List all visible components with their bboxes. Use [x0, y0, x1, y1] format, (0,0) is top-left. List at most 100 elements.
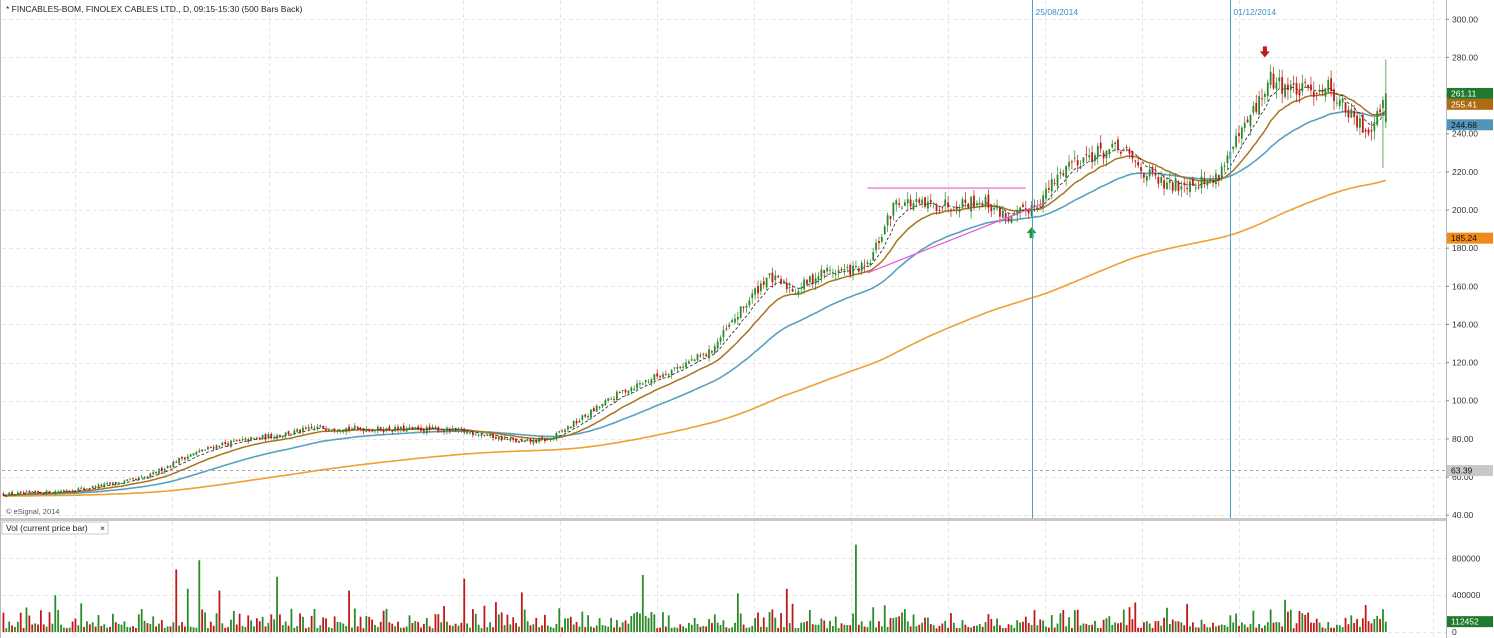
volume-bar — [336, 621, 339, 632]
volume-bar — [1284, 599, 1286, 632]
volume-bar — [1338, 625, 1341, 632]
volume-bar — [1039, 619, 1042, 632]
candle-body — [768, 273, 771, 276]
candle-body — [1140, 166, 1142, 172]
candle-body — [333, 429, 336, 431]
candle-body — [754, 288, 757, 295]
candle-body — [687, 361, 690, 364]
volume-bar — [333, 616, 336, 632]
candle-body — [359, 427, 362, 430]
volume-bar — [662, 612, 664, 632]
candle-body — [561, 430, 564, 432]
candle-body — [584, 414, 587, 417]
candle-body — [1384, 93, 1387, 123]
volume-bar — [1102, 619, 1105, 632]
volume-bar — [938, 625, 941, 632]
candle-body — [1212, 180, 1214, 183]
volume-bar — [1033, 610, 1036, 632]
candle-body — [198, 450, 201, 452]
volume-bar — [22, 628, 25, 632]
candle-body — [1174, 178, 1177, 191]
volume-bars — [2, 544, 1387, 632]
volume-bar — [952, 622, 955, 632]
volume-bar — [469, 627, 471, 632]
candle-body — [1287, 84, 1289, 90]
volume-bar — [1094, 620, 1096, 632]
volume-bar — [276, 576, 278, 632]
volume-bar — [1324, 628, 1327, 632]
candle-body — [952, 209, 955, 211]
volume-bar — [299, 613, 301, 632]
volume-bar — [886, 627, 889, 632]
price-axis-label: 160.00 — [1452, 281, 1478, 291]
volume-bar — [705, 626, 708, 632]
volume-bar — [212, 625, 215, 632]
volume-bar — [489, 622, 492, 632]
candle-body — [1341, 98, 1344, 103]
candle-body — [313, 428, 316, 430]
candle-body — [5, 495, 8, 497]
candle-body — [676, 366, 679, 369]
candle-body — [1272, 73, 1275, 89]
candle-body — [592, 408, 595, 412]
volume-bar — [927, 617, 929, 632]
volume-bar — [195, 627, 198, 632]
volume-bar — [224, 627, 227, 632]
candle-body — [731, 320, 733, 323]
volume-bar — [656, 628, 659, 632]
volume-axis[interactable]: 800000 400000 0 — [1452, 553, 1481, 637]
volume-pane-close-icon[interactable]: × — [100, 523, 105, 533]
candle-body — [394, 426, 397, 432]
volume-title-box — [1, 521, 109, 535]
candle-body — [1347, 109, 1350, 118]
candle-body — [797, 290, 800, 295]
candle-body — [241, 439, 244, 441]
candle-body — [1134, 160, 1137, 162]
candle-body — [57, 491, 60, 493]
volume-bar — [990, 618, 993, 632]
volume-bar — [451, 625, 454, 632]
volume-bar — [794, 628, 797, 632]
volume-bar — [342, 623, 345, 632]
volume-bar — [307, 627, 310, 632]
volume-bar — [762, 617, 765, 632]
volume-bar — [970, 627, 973, 632]
candle-body — [1226, 155, 1229, 164]
volume-bar — [273, 619, 276, 632]
candle-body — [598, 406, 601, 408]
pane-divider[interactable] — [0, 518, 1446, 521]
candle-body — [1071, 161, 1073, 163]
volume-bar — [1361, 618, 1364, 632]
volume-bar — [1307, 612, 1309, 632]
volume-bar — [1062, 609, 1065, 632]
volume-bar — [1140, 627, 1142, 632]
volume-bar — [166, 626, 169, 632]
candle-body — [610, 398, 613, 400]
volume-bar — [371, 619, 373, 632]
candle-body — [1050, 179, 1053, 192]
volume-bar — [129, 627, 132, 632]
candle-body — [788, 287, 791, 289]
candle-body — [186, 456, 189, 460]
candle-body — [929, 200, 932, 203]
volume-bar — [984, 622, 987, 632]
volume-bar — [512, 617, 515, 632]
price-axis-label: 180.00 — [1452, 243, 1478, 253]
candle-body — [903, 202, 906, 206]
volume-bar — [1177, 621, 1180, 632]
volume-bar — [388, 622, 391, 632]
volume-bar — [1252, 610, 1255, 632]
volume-bar — [1384, 621, 1387, 632]
volume-bar — [783, 627, 785, 632]
candle-body — [325, 428, 327, 431]
candle-body — [869, 262, 872, 266]
candle-body — [446, 427, 448, 432]
candle-body — [1122, 149, 1125, 151]
candle-body — [1143, 173, 1145, 178]
volume-bar — [1376, 615, 1379, 632]
candle-body — [866, 262, 869, 265]
candle-body — [895, 200, 898, 205]
price-axis-label: 240.00 — [1452, 129, 1478, 139]
volume-bar — [1119, 622, 1122, 632]
